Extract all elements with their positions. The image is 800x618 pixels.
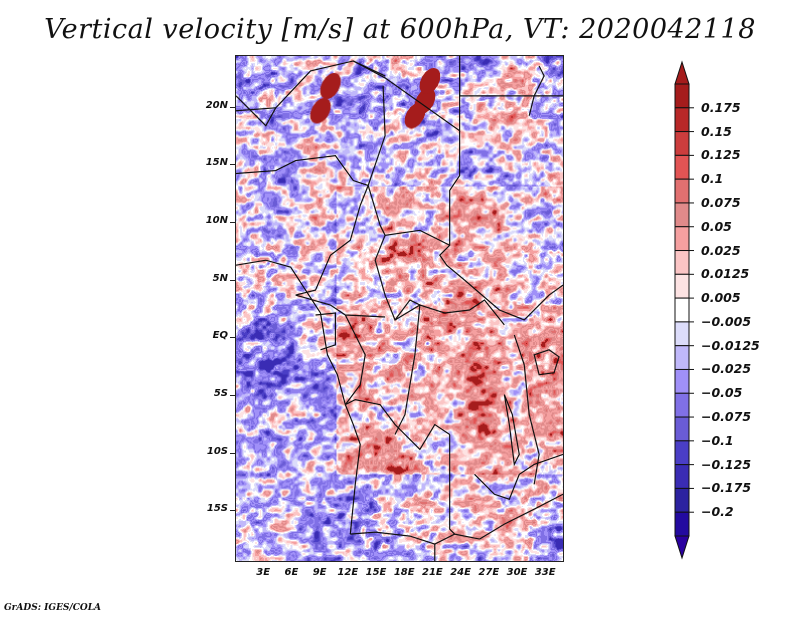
colorbar-swatch	[674, 368, 690, 394]
colorbar-level-label: 0.1	[701, 171, 724, 187]
colorbar-level-label: −0.005	[701, 313, 752, 329]
lake-victoria	[533, 349, 560, 376]
coastline-gulf-of-guinea	[236, 259, 346, 405]
border-niger-nigeria	[236, 154, 369, 187]
border-nigeria-cameroon	[295, 185, 369, 296]
x-tick-label: 30E	[506, 567, 528, 578]
colorbar-swatch	[674, 321, 690, 347]
border-libya-egypt	[459, 56, 563, 97]
colorbar-level-label: −0.2	[701, 504, 734, 520]
colorbar-level-label: −0.125	[701, 456, 752, 472]
colorbar-swatch	[674, 202, 690, 228]
colorbar-swatch	[674, 345, 690, 370]
colorbar-level-label: 0.125	[701, 147, 741, 163]
y-tick-label: 15N	[205, 157, 228, 169]
border-angola-east	[449, 434, 456, 535]
x-tick-label: 27E	[478, 567, 500, 578]
x-tick-label: 3E	[256, 567, 271, 578]
border-angola-coast	[344, 404, 361, 535]
y-tick	[230, 279, 235, 281]
x-tick-label: 15E	[365, 567, 387, 578]
border-algeria-niger	[236, 60, 386, 127]
x-tick-label: 9E	[312, 567, 327, 578]
x-tick-label: 33E	[534, 567, 556, 578]
border-zambia	[474, 453, 563, 500]
nile-river	[528, 65, 545, 116]
colorbar-level-label: 0.0125	[701, 266, 750, 282]
colorbar-swatch	[674, 440, 690, 466]
x-tick-label: 24E	[450, 567, 471, 578]
colorbar-level-label: −0.05	[701, 385, 743, 401]
y-tick	[230, 337, 235, 339]
border-libya-niger	[353, 56, 461, 132]
vertical-velocity-field	[236, 56, 563, 561]
colorbar-swatch	[674, 511, 690, 537]
colorbar-level-label: −0.025	[701, 361, 752, 377]
colorbar-swatch	[674, 297, 690, 323]
map-plot-area	[235, 55, 564, 562]
colorbar-bottom-arrow	[674, 535, 690, 560]
border-chad-car	[367, 185, 450, 246]
x-tick-label: 6E	[284, 567, 299, 578]
colorbar-swatch	[674, 154, 690, 180]
colorbar-level-label: 0.175	[701, 99, 741, 115]
border-gabon	[315, 312, 336, 351]
border-angola-south	[350, 531, 480, 545]
border-congo	[344, 314, 366, 405]
y-tick	[230, 106, 235, 108]
x-tick-label: 21E	[422, 567, 443, 578]
y-tick-label: 10N	[205, 215, 228, 227]
colorbar-level-label: 0.005	[701, 290, 741, 306]
border-sudan-south	[464, 279, 563, 321]
colorbar-level-label: −0.1	[701, 432, 734, 448]
colorbar-swatch	[674, 178, 690, 204]
border-drc-west	[394, 299, 421, 435]
colorbar-level-label: 0.025	[701, 242, 741, 258]
colorbar	[674, 60, 694, 560]
border-angola-north	[345, 399, 451, 451]
grads-credit: GrADS: IGES/COLA	[4, 603, 102, 613]
colorbar-swatch	[674, 416, 690, 442]
lake-tanganyika	[503, 394, 520, 467]
colorbar-level-label: −0.175	[701, 480, 752, 496]
y-tick-label: 5S	[213, 387, 228, 399]
border-cameroon-south	[295, 294, 386, 318]
colorbar-swatch	[674, 273, 690, 299]
colorbar-level-label: −0.0125	[701, 337, 760, 353]
y-tick-label: 5N	[212, 272, 228, 284]
x-tick-label: 18E	[393, 567, 415, 578]
colorbar-swatch	[674, 226, 690, 252]
border-mali-niger	[236, 107, 276, 112]
border-drc-east	[513, 334, 540, 485]
colorbar-swatch	[674, 250, 690, 275]
y-tick-label: EQ	[212, 330, 228, 342]
x-tick-label: 12E	[337, 567, 359, 578]
colorbar-level-label: −0.075	[701, 409, 752, 425]
chart-title: Vertical velocity [m/s] at 600hPa, VT: 2…	[44, 14, 756, 45]
colorbar-top-arrow	[674, 60, 690, 85]
colorbar-level-label: 0.05	[701, 218, 732, 234]
border-car-south	[374, 235, 505, 326]
y-tick	[230, 510, 235, 512]
border-niger-chad	[367, 85, 386, 186]
country-borders	[236, 56, 563, 561]
colorbar-swatch	[674, 131, 690, 156]
border-zambia-south	[479, 493, 563, 540]
y-tick-label: 20N	[205, 99, 228, 111]
y-tick	[230, 394, 235, 396]
colorbar-level-label: 0.15	[701, 123, 732, 139]
colorbar-swatch	[674, 83, 690, 109]
colorbar-swatch	[674, 464, 690, 489]
y-tick	[230, 452, 235, 454]
colorbar-swatch	[674, 392, 690, 418]
colorbar-swatch	[674, 487, 690, 513]
y-tick	[230, 222, 235, 224]
colorbar-level-label: 0.075	[701, 194, 741, 210]
colorbar-swatch	[674, 107, 690, 133]
y-tick	[230, 164, 235, 166]
y-tick-label: 15S	[206, 503, 228, 515]
border-chad-east	[438, 130, 465, 281]
y-tick-label: 10S	[206, 445, 228, 457]
